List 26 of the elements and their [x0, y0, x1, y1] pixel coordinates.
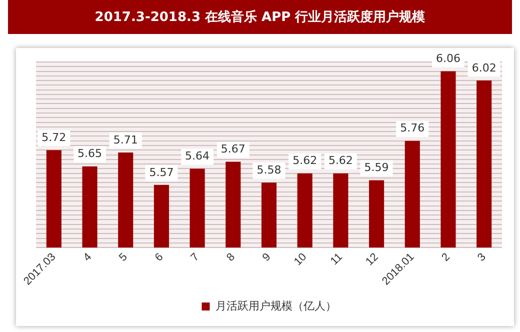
data-label: 5.58: [256, 163, 282, 176]
x-tick-label: 10: [292, 250, 310, 268]
x-tick-label: 8: [224, 250, 238, 264]
x-tick-label: 2: [440, 250, 452, 264]
legend-label: 月活跃用户规模（亿人）: [215, 299, 336, 312]
data-label: 5.76: [400, 122, 425, 135]
x-tick-label: 4: [81, 250, 94, 264]
data-label: 5.67: [220, 142, 246, 156]
data-label: 5.71: [113, 133, 138, 146]
data-label: 5.72: [42, 130, 66, 144]
data-label: 6.02: [472, 61, 496, 74]
x-tick-label: 11: [328, 250, 345, 268]
data-label: 5.62: [328, 154, 353, 168]
chart-title: 2017.3-2018.3 在线音乐 APP 行业月活跃度用户规模: [8, 0, 512, 34]
data-label: 5.65: [78, 147, 102, 160]
data-label: 6.06: [436, 52, 460, 66]
x-tick-label: 7: [188, 250, 202, 264]
data-label: 5.64: [185, 150, 210, 163]
x-tick-label: 9: [260, 250, 274, 264]
data-label: 5.59: [364, 161, 389, 174]
x-tick-label: 6: [152, 250, 166, 264]
data-label: 5.62: [292, 154, 318, 168]
x-tick-label: 12: [364, 250, 381, 268]
data-label: 5.57: [149, 166, 174, 179]
x-tick-label: 3: [476, 250, 488, 264]
x-tick-label: 5: [117, 250, 130, 264]
